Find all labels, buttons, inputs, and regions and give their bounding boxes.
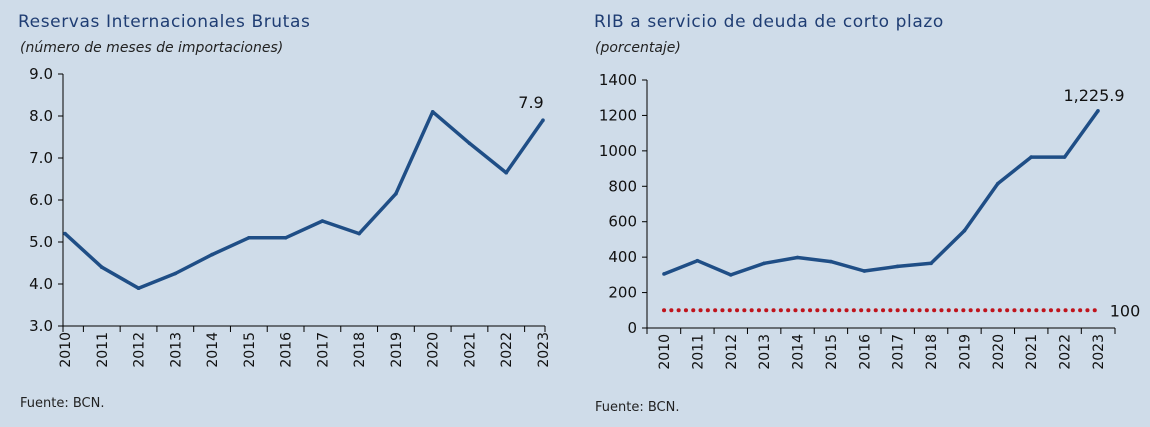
chart-source: Fuente: BCN. [595,400,680,415]
chart-subtitle: (porcentaje) [595,40,681,56]
data-point [283,236,288,240]
x-tick-label: 2011 [95,332,111,368]
y-tick-label: 400 [608,248,637,266]
x-tick-label: 2012 [132,332,148,368]
x-tick-label: 2015 [242,332,258,368]
x-tick-label: 2014 [205,332,221,368]
x-tick-label: 2022 [1058,334,1074,370]
chart-rib-deuda: 0 200 400 600 800 1000 1200 1400 2010 2011 2012 201… [599,71,1141,370]
chart-panel-rib-deuda: RIB a servicio de deuda de corto plazo (… [575,0,1150,427]
data-point [63,231,67,236]
x-tick-label: 2023 [536,332,552,368]
x-tick-label: 2021 [1024,334,1040,370]
y-tick-label: 8.0 [29,107,53,125]
x-tick-label: 2018 [352,332,368,368]
y-tick-label: 3.0 [29,317,53,335]
data-point [430,110,435,114]
y-tick-label: 800 [608,177,637,195]
x-tick-label: 2012 [724,334,740,370]
data-point [728,273,733,277]
chart-source: Fuente: BCN. [20,396,105,411]
data-point [394,191,398,196]
data-point [762,261,766,266]
y-tick-label: 4.0 [29,275,53,293]
y-tick-label: 7.0 [29,149,53,167]
data-point [895,264,900,269]
x-tick-label: 2013 [757,334,773,370]
data-point [695,258,700,263]
x-tick-label: 2019 [389,332,405,368]
data-label-last: 1,225.9 [1063,86,1124,105]
x-tick-label: 2017 [891,334,907,370]
data-point [357,231,361,236]
x-tick-label: 2016 [857,334,873,370]
y-tick-label: 1000 [599,142,637,160]
data-point [829,259,833,264]
chart-panel-reservas: Reservas Internacionales Brutas (número … [18,12,552,411]
chart-reservas: 3.0 4.0 5.0 6.0 7.0 8.0 9.0 2010 2011 2012 2013 201… [29,65,552,368]
x-tick-label: 2020 [991,334,1007,370]
data-label-last: 7.9 [518,93,543,112]
chart-title: Reservas Internacionales Brutas [18,12,311,32]
y-tick-label: 9.0 [29,65,53,83]
data-point [1096,109,1100,113]
x-tick-label: 2015 [824,334,840,370]
y-tick-label: 200 [608,284,637,302]
y-tick-label: 5.0 [29,233,53,251]
chart-title: RIB a servicio de deuda de corto plazo [594,12,944,32]
data-point [173,271,178,276]
data-point [99,265,104,270]
chart-subtitle: (número de meses de importaciones) [20,40,284,56]
data-point [320,219,325,223]
x-tick-label: 2019 [957,334,973,370]
x-tick-label: 2018 [924,334,940,370]
data-point [996,181,1000,186]
data-point [929,261,933,266]
data-point [862,269,867,273]
data-point [210,252,214,257]
x-tick-label: 2014 [791,334,807,370]
x-tick-label: 2021 [462,332,478,368]
data-point [795,255,800,260]
x-tick-label: 2010 [58,332,74,368]
y-tick-label: 600 [608,213,637,231]
x-tick-label: 2022 [499,332,515,368]
data-point [504,170,509,175]
x-tick-label: 2016 [279,332,295,368]
data-point [1029,155,1034,159]
y-tick-label: 6.0 [29,191,53,209]
y-tick-label: 1400 [599,71,637,89]
data-point [962,228,967,233]
data-point [662,272,666,276]
data-point [1062,155,1067,159]
x-tick-label: 2010 [657,334,673,370]
x-tick-label: 2020 [426,332,442,368]
reference-label: 100 [1110,301,1141,320]
x-tick-label: 2017 [315,332,331,368]
x-tick-label: 2023 [1091,334,1107,370]
x-tick-label: 2013 [168,332,184,368]
y-tick-label: 1200 [599,106,637,124]
x-tick-label: 2011 [690,334,706,370]
data-point [247,236,251,240]
y-tick-label: 0 [627,319,637,337]
series-line [663,109,1100,277]
data-point [467,141,472,146]
data-point [136,286,141,291]
data-point [541,118,545,122]
series-line [63,110,545,290]
